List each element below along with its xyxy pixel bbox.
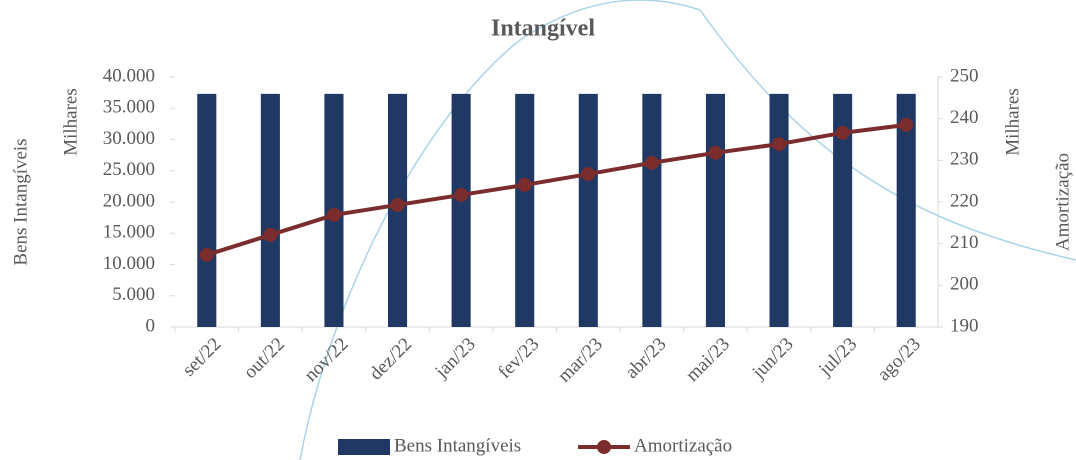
legend-label: Bens Intangíveis — [394, 435, 521, 456]
x-tick-label: mai/23 — [682, 334, 734, 386]
y2-unit-label: Milhares — [1002, 88, 1023, 156]
x-tick-label: jan/23 — [431, 334, 480, 383]
y-tick-label: 25.000 — [103, 159, 155, 180]
x-tick-label: mar/23 — [554, 334, 607, 387]
bar — [896, 93, 916, 327]
line-marker — [390, 197, 405, 212]
y-tick-label: 5.000 — [112, 284, 155, 305]
line-marker — [517, 177, 532, 192]
legend-label: Amortização — [634, 435, 732, 456]
x-tick-label: set/22 — [178, 334, 225, 381]
bar — [833, 93, 853, 327]
bar — [642, 93, 662, 327]
y-axis-label: Bens Intangíveis — [10, 138, 31, 265]
line — [206, 122, 907, 257]
bar — [578, 93, 598, 327]
y2-tick-label: 220 — [950, 190, 979, 211]
y-tick-label: 35.000 — [103, 97, 155, 118]
chart-title: Intangível — [491, 16, 595, 42]
x-tick-label: jun/23 — [748, 334, 798, 384]
decor-curve — [299, 0, 701, 460]
bar — [451, 93, 471, 327]
line-marker — [644, 155, 659, 170]
bar — [769, 93, 789, 327]
legend-marker — [597, 440, 611, 454]
y2-tick-label: 240 — [950, 107, 979, 128]
line-marker — [581, 167, 596, 182]
bar — [197, 93, 217, 327]
bar — [260, 93, 280, 327]
bar — [705, 93, 725, 327]
x-tick-label: dez/22 — [365, 334, 416, 385]
line-marker — [835, 125, 850, 140]
y2-tick-label: 190 — [950, 315, 979, 336]
y-tick-label: 10.000 — [103, 253, 155, 274]
line-marker — [199, 247, 214, 262]
line-marker — [326, 207, 341, 222]
bar — [515, 93, 535, 327]
y2-tick-label: 230 — [950, 149, 979, 170]
y-unit-label: Milhares — [60, 88, 81, 156]
x-tick-label: abr/23 — [621, 334, 670, 383]
line-marker — [772, 137, 787, 152]
y2-tick-label: 250 — [950, 65, 979, 86]
y2-tick-label: 210 — [950, 232, 979, 253]
x-tick-label: ago/23 — [873, 334, 924, 385]
line-marker — [454, 187, 469, 202]
line-marker — [263, 227, 278, 242]
y-tick-label: 40.000 — [103, 65, 155, 86]
y-tick-label: 15.000 — [103, 222, 155, 243]
decor-curve — [699, 9, 1076, 261]
x-tick-label: jul/23 — [814, 334, 861, 381]
legend-swatch — [338, 439, 390, 455]
y-tick-label: 20.000 — [103, 190, 155, 211]
x-tick-label: out/22 — [240, 334, 289, 383]
x-tick-label: nov/22 — [300, 334, 352, 386]
x-tick-label: fev/23 — [494, 334, 543, 383]
y-tick-label: 0 — [146, 315, 156, 336]
y2-tick-label: 200 — [950, 274, 979, 295]
line-marker — [899, 117, 914, 132]
line-marker — [708, 145, 723, 160]
y-tick-label: 30.000 — [103, 128, 155, 149]
y2-axis-label: Amortização — [1052, 153, 1073, 251]
